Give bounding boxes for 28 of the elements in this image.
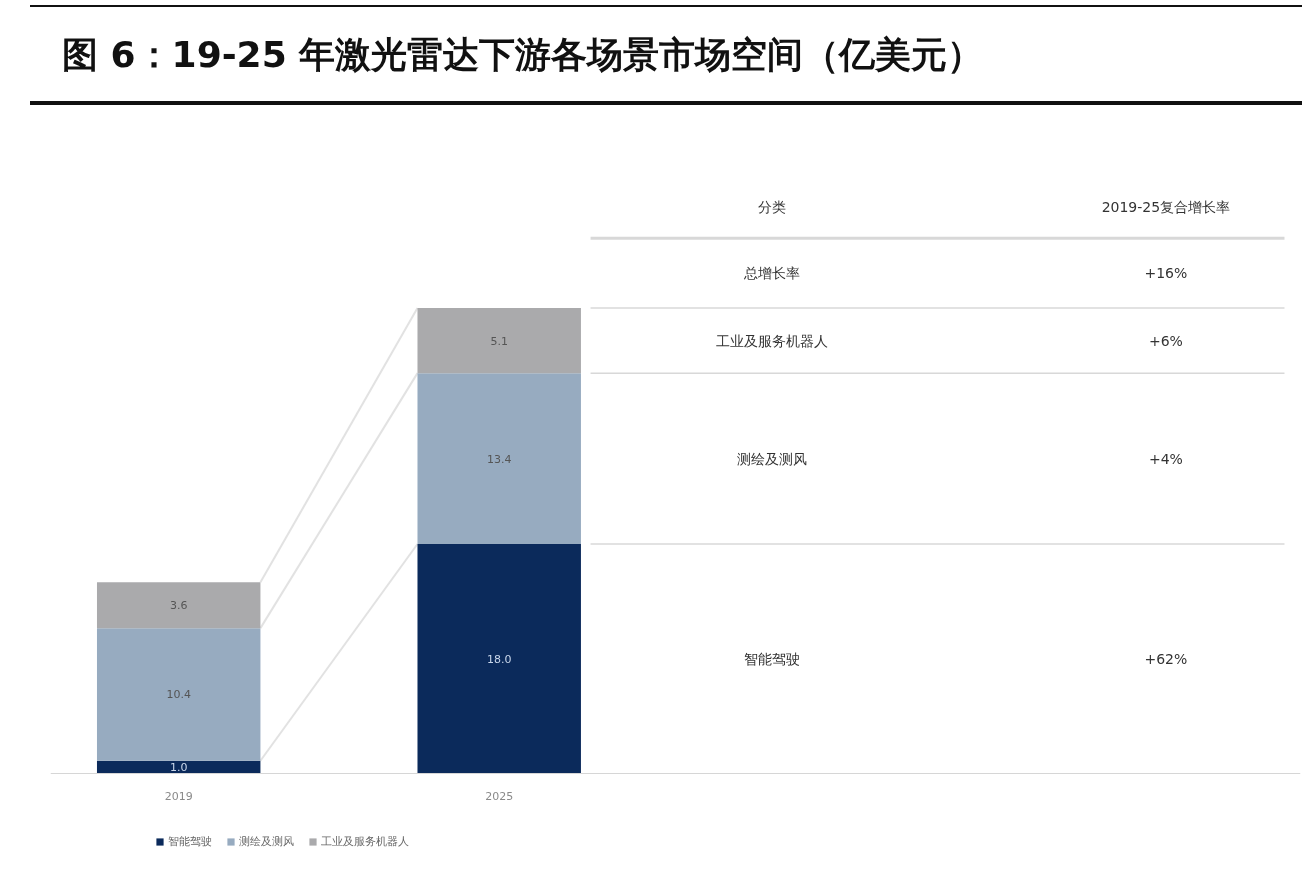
text: 总增长率 — [742, 265, 800, 282]
data-label: 3.6 — [169, 599, 188, 613]
data-label: 18.0 — [486, 652, 512, 666]
bar — [96, 582, 261, 629]
chart-title: 图 6：19-25 年激光雷达下游各场景市场空间（亿美元） — [62, 33, 984, 77]
x-tick-label: 2025 — [485, 789, 514, 803]
data-label: 5.1 — [490, 334, 508, 348]
bar — [96, 760, 261, 774]
x-tick-label: 2019 — [164, 789, 193, 803]
text: 工业及服务机器人 — [715, 332, 828, 349]
text: +4% — [1148, 450, 1183, 467]
bar — [96, 628, 261, 761]
text: +6% — [1148, 332, 1183, 349]
data-label: 13.4 — [486, 452, 512, 466]
bar — [417, 308, 581, 374]
legend-label: 测绘及测风 — [239, 834, 294, 849]
text: +62% — [1144, 650, 1188, 667]
text: 智能驾驶 — [743, 650, 800, 667]
bar — [417, 544, 581, 774]
data-label: 10.4 — [166, 688, 191, 702]
legend-label: 工业及服务机器人 — [321, 834, 409, 849]
bar — [417, 373, 581, 544]
text: 分类 — [757, 198, 786, 215]
data-label: 1.0 — [169, 761, 188, 775]
legend-label: 智能驾驶 — [168, 834, 212, 849]
text: 测绘及测风 — [736, 450, 807, 467]
text: +16% — [1144, 265, 1188, 282]
text: 2019-25复合增长率 — [1101, 198, 1231, 215]
